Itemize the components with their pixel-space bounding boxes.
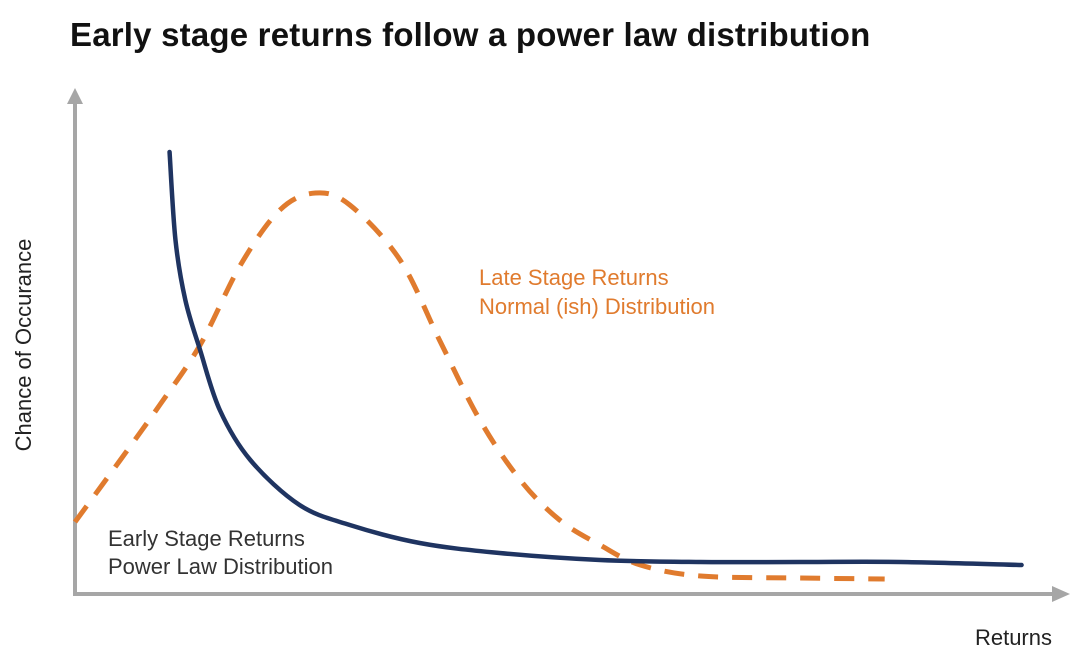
chart-title: Early stage returns follow a power law d… — [70, 16, 871, 53]
late-stage-label: Late Stage Returns — [479, 265, 669, 290]
series-early-stage-line — [167, 149, 1024, 568]
x-axis-label: Returns — [975, 625, 1052, 650]
y-axis-label: Chance of Occurance — [11, 239, 36, 452]
y-axis-arrow-icon — [67, 88, 83, 104]
x-axis-arrow-icon — [1052, 586, 1070, 602]
late-stage-sublabel: Normal (ish) Distribution — [479, 294, 715, 319]
early-stage-sublabel: Power Law Distribution — [108, 554, 333, 579]
early-stage-label: Early Stage Returns — [108, 526, 305, 551]
series-late-stage-line — [72, 190, 885, 582]
